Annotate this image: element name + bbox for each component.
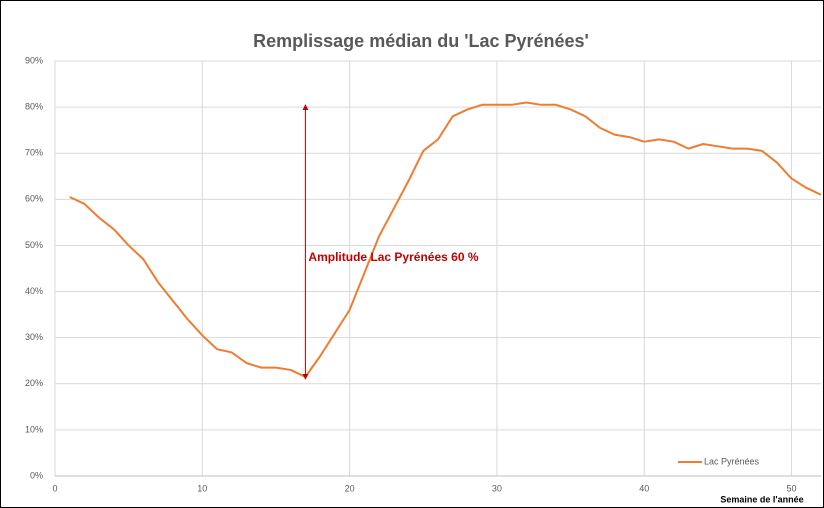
series-line [69,101,822,378]
y-tick-label: 20% [25,378,43,388]
x-tick-label: 20 [345,483,355,493]
x-tick-label: 40 [639,483,649,493]
y-tick-label: 90% [25,55,43,65]
x-axis-label: Semaine de l'année [720,494,803,504]
y-tick-label: 80% [25,101,43,111]
x-tick-label: 10 [197,483,207,493]
y-tick-label: 60% [25,194,43,204]
x-tick-label: 50 [787,483,797,493]
chart-title: Remplissage médian du 'Lac Pyrénées' [253,31,589,51]
legend-label: Lac Pyrénées [704,456,760,466]
y-tick-label: 30% [25,332,43,342]
y-tick-label: 0% [30,470,43,480]
annotation-text: Amplitude Lac Pyrénées 60 % [308,250,478,264]
x-tick-label: 30 [492,483,502,493]
y-tick-label: 70% [25,148,43,158]
y-tick-label: 40% [25,286,43,296]
y-tick-label: 50% [25,240,43,250]
y-tick-label: 10% [25,424,43,434]
x-tick-label: 0 [52,483,57,493]
